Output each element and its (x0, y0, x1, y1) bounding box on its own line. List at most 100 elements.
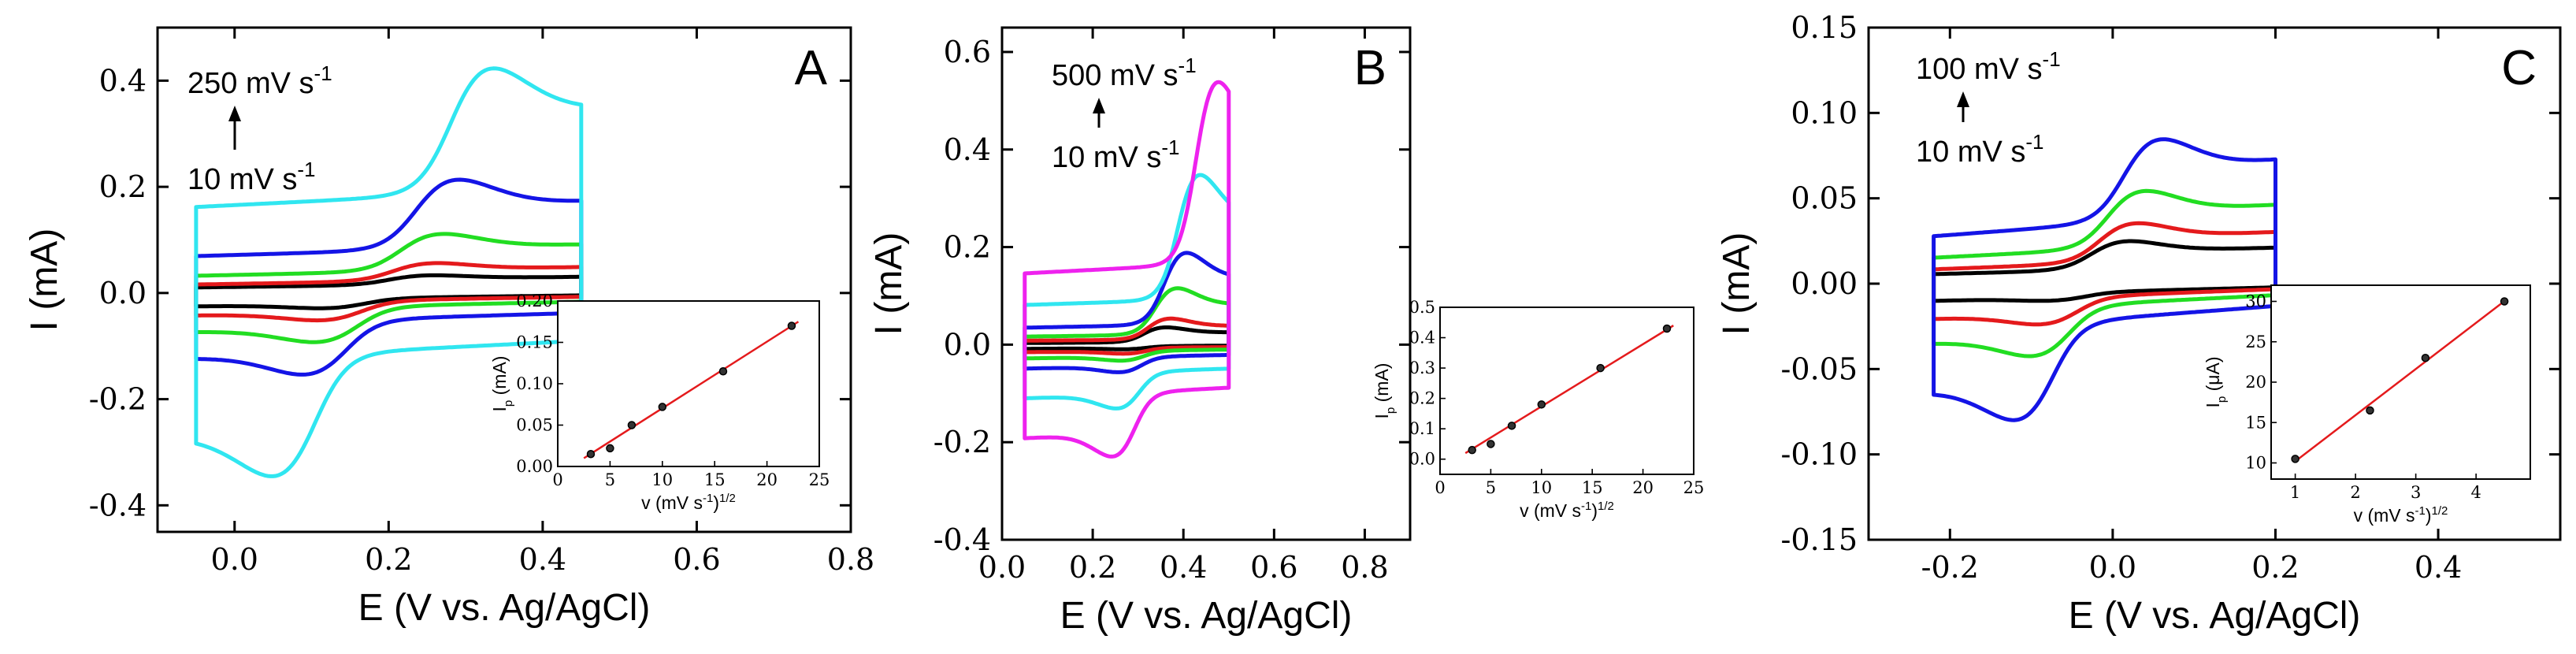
scan-rate-min-text: 10 mV s (187, 163, 297, 196)
inset-x-tick-label: 20 (756, 470, 778, 489)
inset-y-axis-title: Ip (mA) (1372, 363, 1397, 419)
x-tick-label: 0.4 (2415, 550, 2462, 585)
panel-letter: B (1354, 41, 1386, 95)
inset-x-tick-label: 15 (704, 470, 726, 489)
y-tick-label: 0.15 (1791, 10, 1858, 45)
inset-data-point (1507, 422, 1516, 430)
inset-y-tick-label: 0.5 (1409, 298, 1435, 317)
x-tick-label: 0.2 (365, 542, 412, 577)
y-tick-label: -0.2 (934, 425, 991, 459)
inset-y-tick-label: 15 (2245, 413, 2266, 432)
x-tick-label: 0.2 (1069, 550, 1116, 585)
x-tick-label: 0.4 (519, 542, 566, 577)
inset-x-title-text: v (mV s (2354, 505, 2415, 526)
inset-data-point (1487, 440, 1495, 448)
inset-y-title-text: I (489, 407, 510, 411)
inset-x-tick-label: 0 (1435, 478, 1445, 497)
inset-x-axis-title: v (mV s-1)1/2 (2354, 504, 2448, 526)
scan-rate-max-text: 100 mV s (1916, 53, 2043, 86)
x-tick-label: 0.0 (211, 542, 258, 577)
y-tick-label: 0.2 (944, 230, 991, 265)
y-tick-label: 0.4 (944, 132, 991, 167)
x-axis-title: E (V vs. Ag/AgCl) (2069, 595, 2361, 637)
scan-rate-min-text: 10 mV s (1916, 136, 2025, 169)
panel-letter: C (2501, 41, 2537, 95)
cv-curve-100-mv-s (1932, 137, 2277, 422)
scan-rate-max-label: 500 mV s-1 (1052, 54, 1197, 92)
y-tick-label: -0.05 (1781, 351, 1858, 386)
inset-x-tick-label: 25 (809, 470, 830, 489)
y-axis-title: I (mA) (24, 229, 65, 332)
scan-rate-max-text: 250 mV s (187, 67, 314, 100)
inset-plot: 1 2 3 4 10 15 20 25 30 v (mV s-1)1/2 Ip (μA) (2203, 284, 2531, 526)
plot-frame (1000, 26, 1412, 541)
inset-y-tick-label: 0.1 (1409, 419, 1435, 438)
plot-frame (156, 26, 852, 533)
x-axis-title: E (V vs. Ag/AgCl) (358, 587, 651, 629)
x-tick-label: 0.8 (1341, 550, 1388, 585)
inset-x-title-text: v (mV s (1520, 500, 1581, 521)
inset-x-tick-label: 2 (2350, 483, 2360, 502)
y-tick-label: 0.2 (99, 169, 147, 204)
inset-y-title-text: I (1372, 414, 1392, 418)
scan-rate-min-sup: -1 (297, 158, 315, 181)
inset-data-point (2291, 455, 2299, 463)
panel-letter: A (795, 41, 828, 95)
x-tick-label: 0.4 (1160, 550, 1207, 585)
inset-x-tick-label: 20 (1632, 478, 1654, 497)
scan-rate-min-sup: -1 (1161, 136, 1179, 159)
y-tick-label: -0.10 (1781, 437, 1858, 472)
inset-x-tick-label: 15 (1582, 478, 1603, 497)
inset-x-title-sup: -1 (1581, 500, 1591, 513)
cv-curve-500-mv-s (1023, 80, 1231, 459)
inset-fit-line (583, 321, 800, 459)
x-tick-label: 0.0 (2089, 550, 2136, 585)
inset-y-title-text: I (2203, 403, 2223, 407)
inset-y-axis-title: Ip (μA) (2203, 356, 2229, 407)
scan-rate-min-label: 10 mV s-1 (1052, 136, 1180, 174)
inset-y-tick-label: 0.05 (516, 416, 553, 435)
inset-plot: 0 5 10 15 20 25 0.00 0.05 0.10 0.15 0.20 v (mV s-1)… (489, 292, 830, 513)
inset-data-point (1662, 324, 1672, 333)
inset-x-tick-label: 4 (2470, 483, 2481, 502)
y-tick-label: -0.2 (89, 382, 147, 417)
inset-y-tick-label: 0.20 (516, 292, 553, 310)
panel-a: 0.0 0.2 0.4 0.6 0.8 -0.4 -0.2 0.0 0.2 0.4 E (V vs.… (24, 26, 874, 629)
inset-y-axis-title: Ip (mA) (489, 356, 515, 412)
inset-data-point (586, 450, 596, 459)
scan-rate-arrow-head (228, 106, 241, 121)
inset-x-title-tail: ) (713, 492, 719, 513)
scan-rate-min-sup: -1 (2025, 130, 2043, 154)
cv-curve-250-mv-s (1023, 173, 1231, 411)
x-tick-label: 0.6 (673, 542, 720, 577)
y-tick-label: 0.05 (1791, 181, 1858, 216)
inset-plot: 0 5 10 15 20 25 0.0 0.1 0.2 0.3 0.4 0.5 v (mV s-1)1/… (1372, 298, 1704, 521)
scan-rate-max-label: 100 mV s-1 (1916, 47, 2061, 86)
inset-frame (557, 300, 820, 467)
inset-x-tick-label: 10 (651, 470, 673, 489)
scan-rate-max-text: 500 mV s (1052, 59, 1179, 92)
inset-x-title-tail: ) (2426, 505, 2432, 526)
inset-fit-line (1464, 325, 1674, 455)
inset-y-tick-label: 0.10 (516, 374, 553, 393)
inset-data-point (627, 421, 637, 429)
x-tick-label: 0.0 (978, 550, 1026, 585)
y-tick-label: 0.0 (99, 276, 147, 310)
inset-y-title-unit: (μA) (2203, 356, 2223, 396)
inset-y-title-unit: (mA) (1372, 363, 1392, 407)
x-tick-label: 0.8 (827, 542, 874, 577)
inset-data-point (718, 367, 728, 376)
inset-y-tick-label: 25 (2245, 333, 2266, 351)
y-axis-title: I (mA) (1716, 232, 1758, 336)
inset-x-title-sup: -1 (703, 492, 713, 505)
inset-y-tick-label: 30 (2245, 292, 2266, 311)
scan-rate-max-label: 250 mV s-1 (187, 61, 332, 100)
x-tick-label: 0.6 (1250, 550, 1297, 585)
inset-y-tick-label: 10 (2245, 454, 2266, 473)
inset-y-tick-label: 0.15 (516, 333, 553, 352)
inset-data-point (1468, 445, 1476, 455)
scan-rate-min-label: 10 mV s-1 (1916, 130, 2044, 169)
inset-x-axis-title: v (mV s-1)1/2 (1520, 500, 1614, 521)
cv-curves (1023, 80, 1231, 459)
inset-x-title-text: v (mV s (641, 492, 703, 513)
